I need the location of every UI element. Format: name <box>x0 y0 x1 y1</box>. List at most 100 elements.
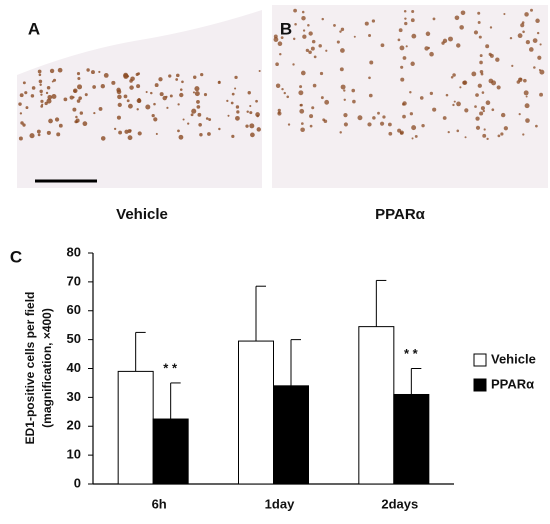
stain <box>69 95 74 100</box>
stain <box>100 136 106 141</box>
bar <box>238 340 274 485</box>
legend-label: PPARα <box>491 376 534 391</box>
stain <box>411 137 414 140</box>
stain <box>151 114 155 118</box>
stain <box>432 107 437 112</box>
stain <box>235 115 240 121</box>
stain <box>169 94 173 98</box>
stain <box>307 24 310 27</box>
stain <box>339 67 344 72</box>
stain <box>410 18 415 23</box>
stain <box>524 103 530 109</box>
stain <box>310 46 315 51</box>
stain <box>318 44 322 48</box>
stain <box>379 121 385 126</box>
stain <box>123 72 129 78</box>
stain <box>30 94 35 98</box>
stain <box>22 123 26 127</box>
stain <box>179 92 184 98</box>
stain <box>129 129 132 132</box>
stain <box>464 108 469 113</box>
stain <box>445 93 449 97</box>
stain <box>196 100 200 104</box>
stain <box>397 128 402 133</box>
stain <box>273 37 279 42</box>
stain <box>82 121 88 127</box>
y-tick-label: 60 <box>67 302 81 317</box>
stain <box>187 122 190 125</box>
stain <box>486 137 489 141</box>
stain <box>333 24 336 27</box>
stain <box>308 31 313 36</box>
stain <box>123 94 128 99</box>
y-axis-title: ED1-positive cells per field <box>23 292 37 445</box>
y-axis-title: (magnification, ×400) <box>40 308 54 428</box>
stain <box>49 68 55 74</box>
stain <box>411 33 417 39</box>
stain <box>402 56 407 60</box>
stain <box>256 114 259 118</box>
stain <box>153 117 158 122</box>
stain <box>409 112 413 116</box>
panel-label: B <box>280 19 292 38</box>
y-tick-label: 50 <box>67 331 81 346</box>
stain <box>300 70 306 76</box>
stain <box>405 45 408 48</box>
stain <box>489 26 493 29</box>
stain <box>302 29 306 32</box>
panel-label: A <box>28 19 40 38</box>
stain <box>497 134 501 138</box>
stain <box>292 37 296 41</box>
stain <box>456 43 461 48</box>
stain <box>37 69 42 74</box>
stain <box>293 8 297 13</box>
stain <box>145 104 151 110</box>
stain <box>116 89 122 95</box>
stain <box>368 33 372 37</box>
stain <box>193 75 197 79</box>
stain <box>530 8 533 12</box>
stain <box>38 79 43 84</box>
stain <box>47 94 53 100</box>
stain <box>287 123 291 126</box>
panel-label: C <box>10 247 22 266</box>
stain <box>537 55 542 60</box>
stain <box>234 75 238 79</box>
stain <box>398 28 403 33</box>
stain <box>255 99 258 103</box>
stain <box>153 102 156 106</box>
stain <box>198 122 202 127</box>
stain <box>77 84 83 90</box>
stain <box>535 18 540 24</box>
stain <box>377 111 380 115</box>
stain <box>371 19 376 23</box>
stain <box>453 100 456 103</box>
y-tick-label: 20 <box>67 418 81 433</box>
stain <box>283 91 286 95</box>
stain <box>524 12 529 17</box>
significance: * * <box>163 360 178 375</box>
stain <box>258 69 261 73</box>
stain <box>158 77 163 82</box>
stain <box>323 119 328 124</box>
stain <box>235 105 240 109</box>
x-tick-label: 6h <box>152 496 167 511</box>
stain <box>280 36 284 40</box>
y-tick-label: 40 <box>67 360 81 375</box>
stain <box>372 116 376 120</box>
stain <box>246 110 249 113</box>
stain <box>309 124 313 128</box>
stain <box>517 33 523 39</box>
stain <box>447 130 450 134</box>
stain <box>522 30 525 34</box>
stain <box>190 113 194 117</box>
stain <box>367 122 372 127</box>
y-tick-label: 80 <box>67 244 81 259</box>
stain <box>168 74 172 78</box>
stain <box>324 99 330 105</box>
stain <box>277 111 282 116</box>
stain <box>301 10 305 14</box>
stain <box>311 39 316 44</box>
stain <box>275 83 281 88</box>
stain <box>275 62 279 67</box>
